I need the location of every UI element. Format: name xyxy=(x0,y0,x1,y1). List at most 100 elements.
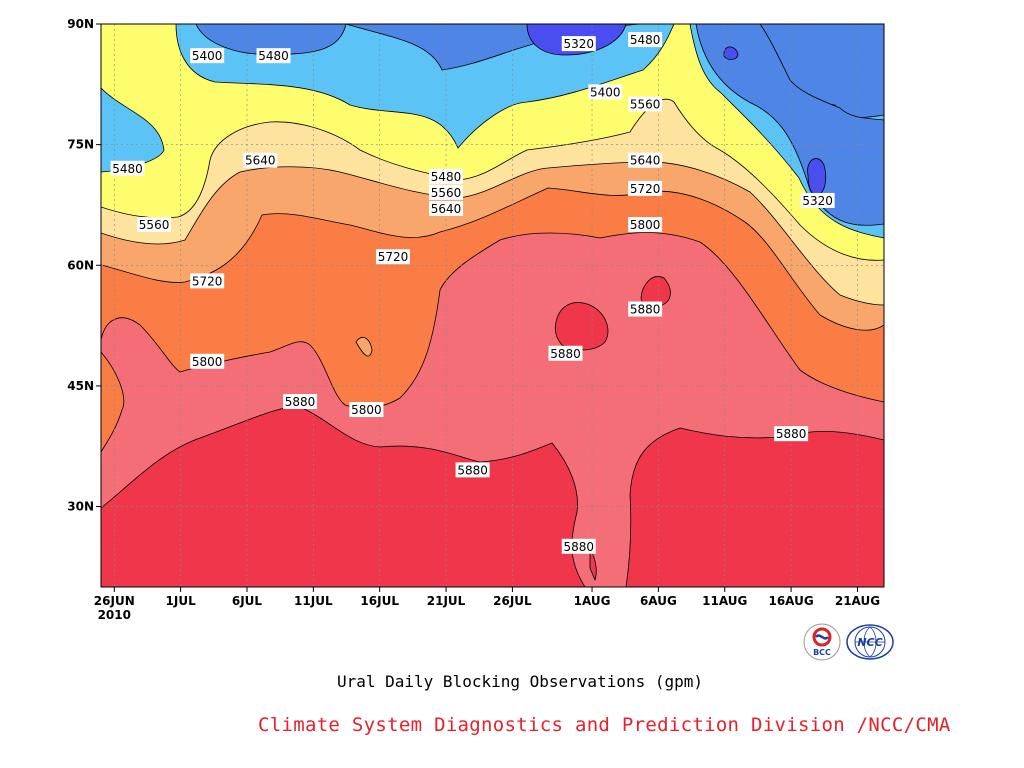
band-5320-5400-c xyxy=(695,24,884,226)
contour-label-text: 5800 xyxy=(630,218,661,232)
contour-label-text: 5880 xyxy=(630,303,661,317)
band-below-5320-b xyxy=(807,158,827,197)
contour-label-bg xyxy=(628,32,663,48)
contour-label: 5880 xyxy=(548,345,583,361)
contour-label-text: 5720 xyxy=(630,182,661,196)
contour-label-bg xyxy=(561,36,596,52)
contour-label: 5720 xyxy=(628,180,663,196)
contour-label-text: 5800 xyxy=(351,403,382,417)
contour-label-bg xyxy=(628,301,663,317)
x-tick-label: 16AUG xyxy=(768,594,813,608)
contour-label-text: 5880 xyxy=(457,463,488,477)
contour-label-bg xyxy=(774,426,809,442)
x-tick-label: 1JUL xyxy=(166,594,197,608)
contour-label-text: 5800 xyxy=(192,355,223,369)
contour-label-bg xyxy=(349,402,384,418)
contour-label-bg xyxy=(256,48,291,64)
contour-label: 5800 xyxy=(190,353,225,369)
contour-label-text: 5320 xyxy=(563,37,594,51)
contour-label-bg xyxy=(429,200,464,216)
contour-label: 5880 xyxy=(628,301,663,317)
contour-label: 5800 xyxy=(349,402,384,418)
ncc-logo: NCC xyxy=(846,622,894,662)
band-above-5880-right xyxy=(625,427,884,587)
contour-label-bg xyxy=(375,249,410,265)
x-tick-label: 11AUG xyxy=(702,594,747,608)
contour-label-text: 5400 xyxy=(192,49,223,63)
contour-label: 5640 xyxy=(628,152,663,168)
y-axis: 30N 45N 60N 75N 90N xyxy=(67,17,101,514)
contour-label-bg xyxy=(628,180,663,196)
contour-label-text: 5480 xyxy=(258,49,289,63)
x-tick-label: 6AUG xyxy=(640,594,677,608)
contour-label-text: 5720 xyxy=(378,250,409,264)
contour-fill xyxy=(101,24,884,587)
contour-label: 5880 xyxy=(774,426,809,442)
x-tick-label: 16JUL xyxy=(360,594,399,608)
contour-label-bg xyxy=(588,84,623,100)
footer-credit: Climate System Diagnostics and Predictio… xyxy=(258,714,951,736)
contour-label-bg xyxy=(800,192,835,208)
contour-label-text: 5480 xyxy=(431,170,462,184)
contour-label-bg xyxy=(429,168,464,184)
contour-label: 5480 xyxy=(256,48,291,64)
x-tick-label: 21AUG xyxy=(835,594,880,608)
contour-label-text: 5320 xyxy=(802,194,833,208)
contour-label-bg xyxy=(110,160,145,176)
band-5720-blob xyxy=(355,337,373,357)
contour-label-bg xyxy=(190,48,225,64)
contour-label-bg xyxy=(628,217,663,233)
y-tick-label: 30N xyxy=(67,500,94,514)
contour-label-bg xyxy=(190,273,225,289)
svg-text:BCC: BCC xyxy=(813,648,831,657)
contour-label-text: 5640 xyxy=(245,154,276,168)
contour-label: 5320 xyxy=(800,192,835,208)
contour-label: 5560 xyxy=(628,96,663,112)
contour-label: 5720 xyxy=(375,249,410,265)
x-year-label: 2010 xyxy=(98,608,131,622)
contour-label-bg xyxy=(548,345,583,361)
y-tick-label: 60N xyxy=(67,258,94,272)
x-tick-label: 1AUG xyxy=(574,594,611,608)
contour-label-bg xyxy=(283,394,318,410)
contour-label-bg xyxy=(455,462,490,478)
x-tick-label: 26JUN xyxy=(94,594,135,608)
contour-labels: 5400 5480 5320 5480 5400 5560 5480 5640 5480 5560… xyxy=(110,32,835,554)
plot-frame xyxy=(100,23,885,588)
y-tick-label: 75N xyxy=(67,138,94,152)
contour-label: 5560 xyxy=(429,184,464,200)
band-below-5320-a xyxy=(723,46,739,60)
contour-label-text: 5880 xyxy=(285,395,316,409)
contour-label: 5480 xyxy=(110,160,145,176)
contour-label: 5880 xyxy=(283,394,318,410)
x-tick-label: 26JUL xyxy=(493,594,532,608)
bcc-logo: BCC xyxy=(802,622,842,662)
contour-label: 5480 xyxy=(429,168,464,184)
y-tick-label: 90N xyxy=(67,17,94,31)
contour-label-text: 5480 xyxy=(630,33,661,47)
y-tick-label: 45N xyxy=(67,379,94,393)
band-above-5880-cell xyxy=(554,302,609,351)
chart-title: Ural Daily Blocking Observations (gpm) xyxy=(336,672,704,691)
contour-label-text: 5880 xyxy=(563,540,594,554)
svg-text:NCC: NCC xyxy=(857,636,882,649)
contour-label-text: 5640 xyxy=(630,154,661,168)
contour-label-bg xyxy=(190,353,225,369)
contour-label: 5880 xyxy=(455,462,490,478)
contour-label-text: 5640 xyxy=(431,202,462,216)
contour-label: 5880 xyxy=(561,538,596,554)
contour-label: 5640 xyxy=(243,152,278,168)
contour-label-text: 5720 xyxy=(192,274,223,288)
contour-label-text: 5880 xyxy=(550,347,581,361)
contour-label-text: 5560 xyxy=(431,186,462,200)
x-tick-label: 6JUL xyxy=(232,594,263,608)
band-above-5880-main xyxy=(101,406,586,587)
contour-label-bg xyxy=(243,152,278,168)
x-tick-label: 21JUL xyxy=(427,594,466,608)
contour-label-bg xyxy=(628,152,663,168)
contour-label: 5320 xyxy=(561,36,596,52)
contour-label: 5400 xyxy=(588,84,623,100)
contour-label-bg xyxy=(561,538,596,554)
